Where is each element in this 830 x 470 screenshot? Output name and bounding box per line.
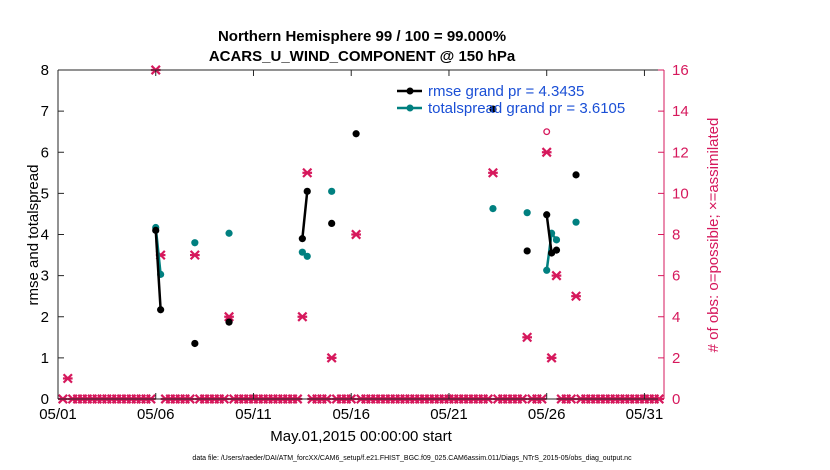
obs-assimilated-marker (551, 270, 562, 281)
y-tick-label-left: 4 (41, 227, 49, 244)
rmse-point (191, 339, 199, 348)
y-tick-label-right: 4 (672, 309, 680, 326)
y-tick-label-left: 0 (41, 391, 49, 408)
y-tick-label-left: 7 (41, 103, 49, 120)
obs-assimilated-marker (487, 167, 498, 178)
y-tick-label-right: 10 (672, 185, 689, 202)
rmse-line (154, 230, 162, 310)
rmse-point (489, 105, 497, 113)
y-tick-label-right: 0 (672, 391, 680, 408)
y-tick-label-left: 6 (41, 144, 49, 161)
y-ticks-right: 0 2 4 6 8 10 12 14 16 (658, 62, 689, 408)
chart-title-line1: Northern Hemisphere 99 / 100 = 99.000% (218, 28, 506, 45)
chart-title-line2: ACARS_U_WIND_COMPONENT @ 150 hPa (209, 48, 516, 65)
obs-assimilated-marker (297, 311, 308, 322)
spread-point (489, 204, 497, 213)
spread-point (523, 209, 531, 217)
rmse-point (552, 246, 561, 254)
spread-point (191, 239, 199, 247)
rmse-point (298, 235, 306, 243)
x-tick-label: 05/21 (430, 406, 468, 423)
y-axis-label-left: rmse and totalspread (25, 165, 42, 306)
rmse-point (225, 318, 233, 326)
x-tick-label: 05/11 (235, 406, 271, 423)
obs-assimilated-marker (541, 147, 552, 158)
rmse-point (352, 130, 360, 138)
obs-assimilated-marker (326, 352, 337, 363)
spread-point (552, 236, 561, 244)
obs-assimilated-marker (546, 352, 557, 363)
spread-point (328, 187, 336, 195)
rmse-point (523, 247, 531, 255)
x-tick-label: 05/31 (626, 406, 664, 423)
legend-label-rmse: rmse grand pr = 4.3435 (428, 83, 584, 100)
obs-assimilated-marker (62, 373, 73, 384)
spread-point (303, 252, 311, 260)
spread-point (298, 248, 306, 256)
obs-assimilated-marker (302, 167, 313, 178)
obs-assimilated-marker (571, 291, 582, 302)
plot-area (58, 70, 664, 399)
obs-assimilated-marker (224, 311, 235, 322)
obs-assimilated-marker (522, 332, 533, 343)
y-tick-label-left: 8 (41, 62, 49, 79)
rmse-point (152, 226, 160, 234)
legend: rmse grand pr = 4.3435 totalspread grand… (397, 83, 625, 117)
x-tick-label: 05/16 (332, 406, 370, 423)
x-tick-label: 05/01 (39, 406, 77, 423)
y-tick-label-left: 5 (41, 185, 49, 202)
x-tick-label: 05/26 (528, 406, 566, 423)
y-tick-label-right: 12 (672, 144, 689, 161)
obs-possible-marker (543, 128, 551, 136)
obs-assimilated-marker (351, 229, 362, 240)
x-tick-label: 05/06 (137, 406, 175, 423)
legend-marker-spread (406, 104, 414, 112)
x-ticks: 05/01 05/06 05/11 05/16 05/21 05/26 05/31 (39, 70, 663, 423)
x-axis-label: May.01,2015 00:00:00 start (270, 428, 452, 445)
obs-assimilated-marker (189, 250, 200, 261)
y-tick-label-right: 16 (672, 62, 689, 79)
rmse-point (572, 171, 580, 179)
y-tick-label-left: 3 (41, 268, 49, 285)
y-tick-label-right: 14 (672, 103, 689, 120)
y-tick-label-left: 1 (41, 350, 49, 367)
y-axis-label-right: # of obs: o=possible; ×=assimilated (705, 118, 722, 353)
legend-label-spread: totalspread grand pr = 3.6105 (428, 100, 625, 117)
y-tick-label-left: 2 (41, 309, 49, 326)
rmse-point (328, 219, 336, 227)
spread-point (572, 218, 580, 226)
rmse-point (543, 211, 551, 219)
rmse-point (303, 187, 311, 195)
rmse-line (301, 191, 309, 239)
legend-marker-rmse (406, 87, 414, 95)
y-tick-label-right: 8 (672, 227, 680, 244)
spread-point (225, 229, 233, 237)
y-tick-label-right: 6 (672, 268, 680, 285)
rmse-point (157, 306, 165, 314)
y-ticks-left: 0 1 2 3 4 5 6 7 8 (41, 62, 64, 408)
spread-point (543, 266, 551, 274)
footnote: data file: /Users/raeder/DAI/ATM_forcXX/… (192, 455, 632, 462)
y-tick-label-right: 2 (672, 350, 680, 367)
